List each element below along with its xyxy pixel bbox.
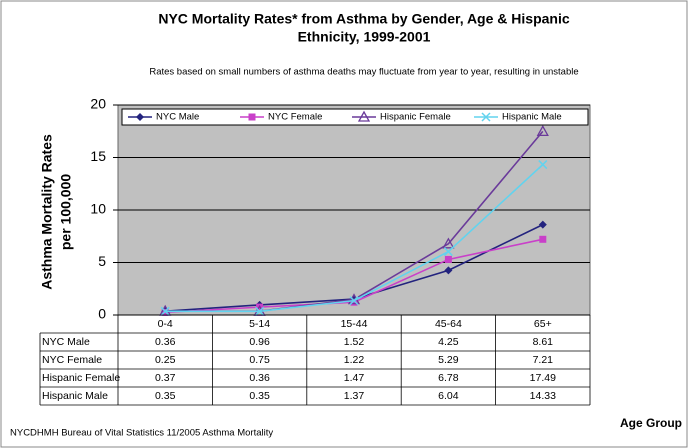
marker — [539, 235, 547, 243]
legend-marker — [248, 113, 256, 121]
table-cell: 0.35 — [249, 390, 270, 402]
y-tick-label: 5 — [98, 253, 106, 269]
table-row-label: Hispanic Female — [42, 372, 120, 384]
marker — [538, 220, 547, 229]
legend-label: Hispanic Female — [380, 112, 451, 123]
legend-marker — [136, 113, 144, 121]
table-cell: 8.61 — [533, 336, 554, 348]
marker — [350, 298, 358, 306]
subtitle: Rates based on small numbers of asthma d… — [149, 67, 578, 78]
table-cell: 0.96 — [249, 336, 270, 348]
y-tick-label: 15 — [90, 148, 106, 164]
legend-marker — [481, 112, 491, 122]
x-tick-label: 5-14 — [249, 318, 270, 330]
x-tick-label: 45-64 — [435, 318, 462, 330]
table-cell: 1.47 — [344, 372, 365, 384]
x-axis-label: Age Group — [620, 416, 682, 430]
legend-label: NYC Male — [156, 112, 199, 123]
table-cell: 17.49 — [530, 372, 556, 384]
table-row-label: NYC Female — [42, 354, 102, 366]
marker — [536, 125, 549, 137]
x-tick-label: 65+ — [534, 318, 552, 330]
table-cell: 0.36 — [155, 336, 176, 348]
source: NYCDHMH Bureau of Vital Statistics 11/20… — [10, 428, 273, 439]
table-cell: 7.21 — [533, 354, 554, 366]
y-tick-label: 0 — [98, 306, 106, 322]
legend-marker — [357, 110, 371, 122]
marker — [442, 237, 455, 249]
chart-title: NYC Mortality Rates* from Asthma by Gend… — [158, 11, 569, 27]
table-cell: 1.22 — [344, 354, 365, 366]
table-cell: 1.52 — [344, 336, 365, 348]
marker — [443, 247, 453, 257]
y-axis-label: Asthma Mortality Rates — [39, 134, 55, 290]
table-cell: 0.35 — [155, 390, 176, 402]
table-cell: 6.78 — [438, 372, 459, 384]
legend-label: Hispanic Male — [502, 112, 562, 123]
marker — [444, 266, 453, 275]
table-cell: 0.25 — [155, 354, 176, 366]
legend-label: NYC Female — [268, 112, 322, 123]
table-cell: 0.37 — [155, 372, 176, 384]
chart-title: Ethnicity, 1999-2001 — [298, 29, 431, 45]
table-cell: 1.37 — [344, 390, 365, 402]
table-cell: 0.75 — [249, 354, 270, 366]
x-tick-label: 0-4 — [158, 318, 173, 330]
table-cell: 0.36 — [249, 372, 270, 384]
marker — [160, 306, 170, 316]
y-axis-label: per 100,000 — [58, 174, 74, 250]
marker — [255, 306, 265, 316]
x-tick-label: 15-44 — [341, 318, 368, 330]
table-cell: 4.25 — [438, 336, 459, 348]
marker — [444, 255, 452, 263]
table-cell: 14.33 — [530, 390, 556, 402]
table-cell: 5.29 — [438, 354, 459, 366]
table-cell: 6.04 — [438, 390, 459, 402]
marker — [538, 160, 548, 170]
y-tick-label: 10 — [90, 201, 106, 217]
marker — [349, 296, 359, 306]
y-tick-label: 20 — [90, 96, 106, 112]
table-row-label: NYC Male — [42, 336, 90, 348]
table-row-label: Hispanic Male — [42, 390, 108, 402]
